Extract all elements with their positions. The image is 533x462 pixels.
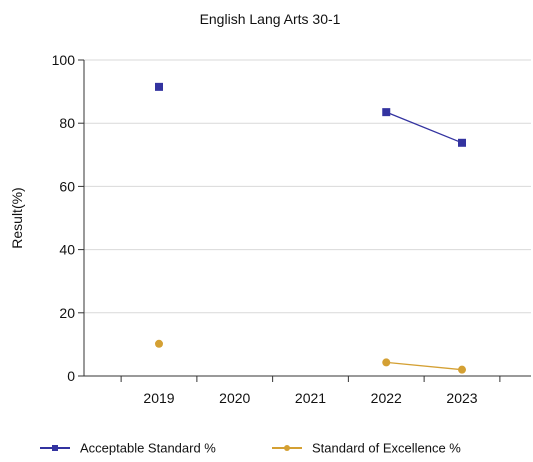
y-tick-label: 100 — [52, 52, 76, 68]
y-axis-label: Result(%) — [9, 187, 25, 248]
legend-marker — [284, 445, 290, 451]
data-point — [458, 138, 466, 147]
chart-title: English Lang Arts 30-1 — [200, 11, 341, 27]
y-tick-label: 40 — [59, 242, 75, 258]
series-group — [155, 82, 466, 374]
x-tick-label: 2023 — [446, 390, 477, 406]
y-tick-label: 60 — [59, 178, 75, 194]
legend: Acceptable Standard % Standard of Excelle… — [40, 441, 461, 456]
series-line-segment — [386, 111, 463, 144]
data-point — [458, 365, 466, 374]
legend-label: Acceptable Standard % — [80, 441, 216, 456]
x-tick-label: 2020 — [219, 390, 250, 406]
y-tick-label: 80 — [59, 115, 75, 131]
grid-lines — [84, 59, 531, 314]
x-tick-label: 2021 — [295, 390, 326, 406]
series-1 — [155, 339, 466, 374]
y-tick-label: 20 — [59, 305, 75, 321]
series-0 — [155, 82, 466, 147]
legend-label: Standard of Excellence % — [312, 441, 461, 456]
legend-item: Standard of Excellence % — [272, 441, 461, 456]
data-point — [155, 339, 163, 348]
axes — [83, 60, 531, 377]
x-tick-label: 2019 — [143, 390, 174, 406]
y-ticks: 0 20 40 60 80 100 — [52, 52, 84, 384]
data-point — [382, 108, 391, 117]
x-ticks: 2019 2020 2021 2022 2023 — [120, 376, 501, 406]
x-tick-label: 2022 — [371, 390, 402, 406]
legend-item: Acceptable Standard % — [40, 441, 216, 456]
y-tick-label: 0 — [67, 368, 75, 384]
legend-marker — [52, 445, 58, 451]
data-point — [155, 82, 163, 91]
data-point — [382, 358, 391, 367]
series-line-segment — [386, 361, 463, 371]
